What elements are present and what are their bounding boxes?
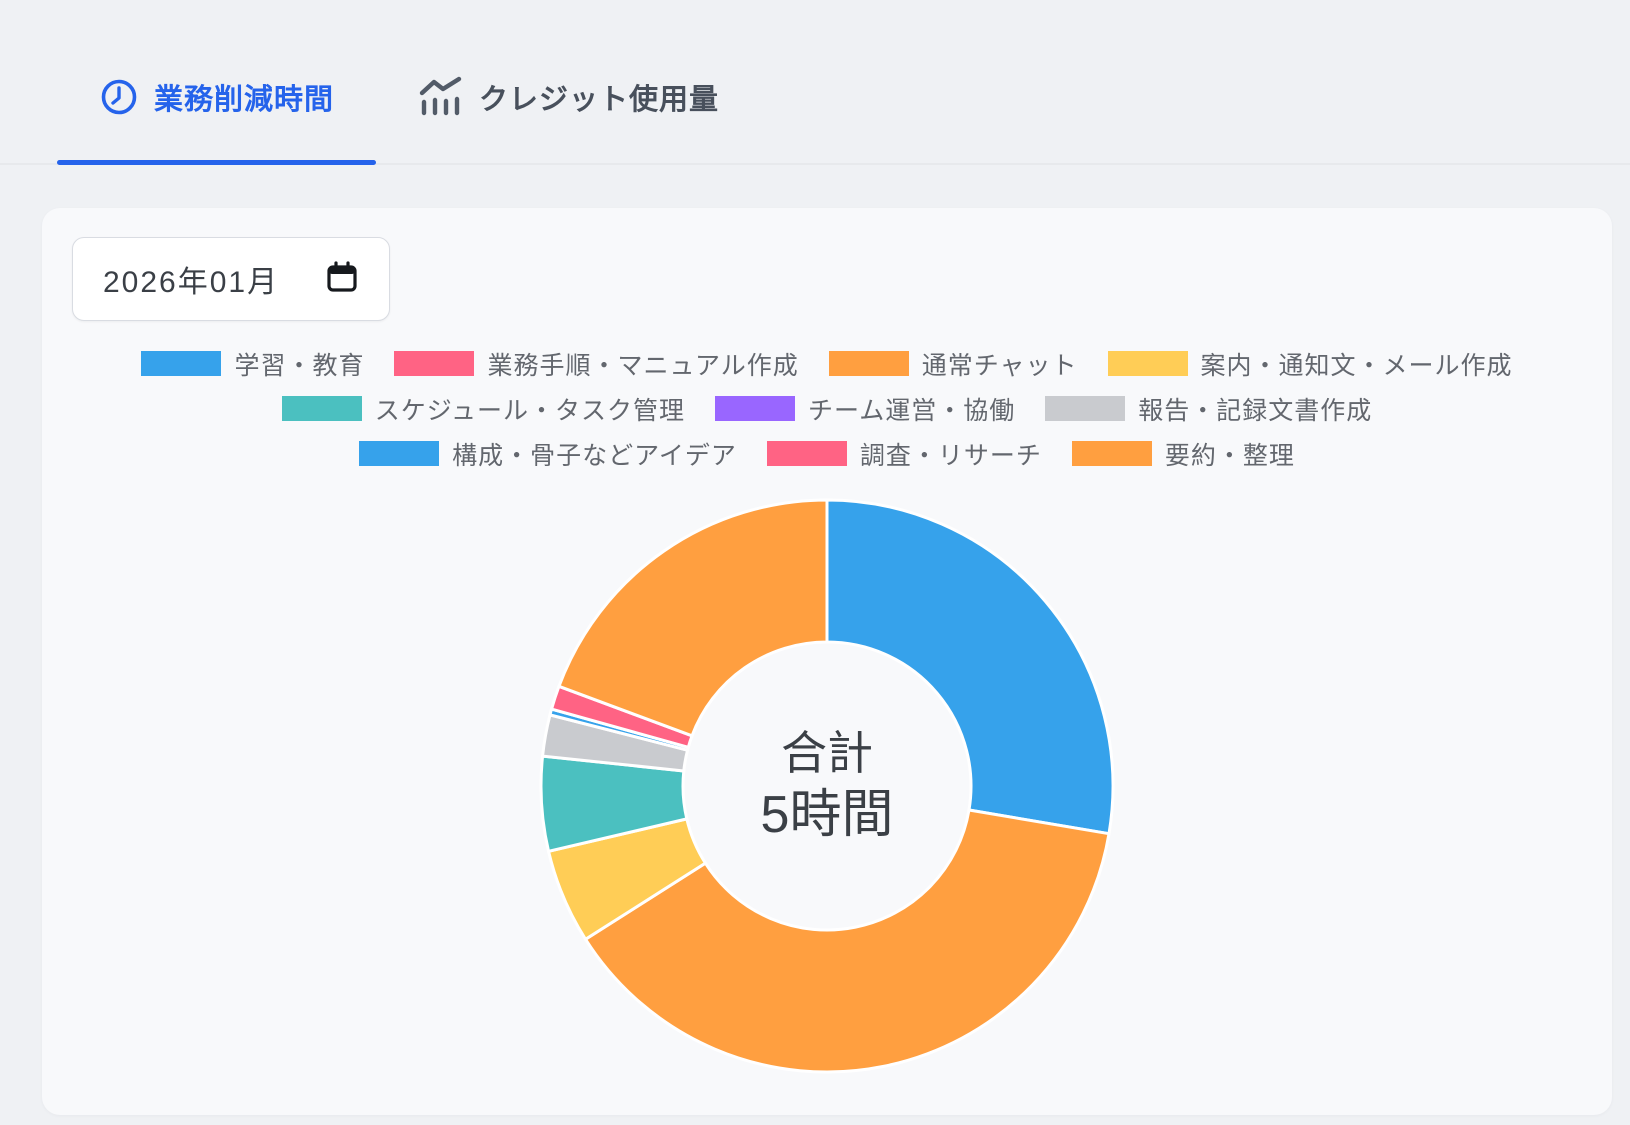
legend-label: チーム運営・協働 xyxy=(807,396,1016,425)
legend-label: 通常チャット xyxy=(921,351,1078,380)
tab-credit-usage[interactable]: クレジット使用量 xyxy=(376,30,761,163)
report-card: 2026年01月 学習・教育 業務手順・マニュアル作成 通常チャット 案内・通知文・メ… xyxy=(42,208,1612,1115)
bar-trend-icon xyxy=(418,76,464,118)
donut-svg xyxy=(539,498,1115,1074)
tab-work-time-saved[interactable]: 業務削減時間 xyxy=(57,30,377,165)
legend-row-1: 学習・教育 業務手順・マニュアル作成 通常チャット 案内・通知文・メール作成 xyxy=(42,341,1612,386)
clock-icon xyxy=(99,77,139,117)
legend-item-3[interactable]: 案内・通知文・メール作成 xyxy=(1107,346,1513,382)
legend-swatch xyxy=(394,351,475,376)
legend-item-0[interactable]: 学習・教育 xyxy=(141,346,364,382)
legend-item-8[interactable]: 調査・リサーチ xyxy=(766,436,1042,472)
legend-row-3: 構成・骨子などアイデア 調査・リサーチ 要約・整理 xyxy=(42,431,1612,476)
legend-item-6[interactable]: 報告・記録文書作成 xyxy=(1045,391,1372,427)
legend-label: 要約・整理 xyxy=(1164,441,1295,470)
legend-label: スケジュール・タスク管理 xyxy=(374,396,685,425)
legend-item-5[interactable]: チーム運営・協働 xyxy=(714,391,1016,427)
month-picker[interactable]: 2026年01月 xyxy=(72,237,390,321)
legend-label: 構成・骨子などアイデア xyxy=(452,441,737,470)
legend-swatch xyxy=(1071,441,1152,466)
calendar-icon[interactable] xyxy=(325,260,359,299)
month-picker-value: 2026年01月 xyxy=(103,266,280,299)
legend-swatch xyxy=(281,396,362,421)
legend-row-2: スケジュール・タスク管理 チーム運営・協働 報告・記録文書作成 xyxy=(42,386,1612,431)
legend-label: 学習・教育 xyxy=(234,351,365,380)
legend-swatch xyxy=(141,351,222,376)
legend-item-2[interactable]: 通常チャット xyxy=(828,346,1078,382)
tab-label: 業務削減時間 xyxy=(154,83,335,116)
legend-item-7[interactable]: 構成・骨子などアイデア xyxy=(359,436,737,472)
legend-item-4[interactable]: スケジュール・タスク管理 xyxy=(281,391,685,427)
legend-swatch xyxy=(359,441,440,466)
legend-label: 調査・リサーチ xyxy=(859,441,1042,470)
legend-swatch xyxy=(714,396,795,421)
legend-item-9[interactable]: 要約・整理 xyxy=(1071,436,1295,472)
chart-legend: 学習・教育 業務手順・マニュアル作成 通常チャット 案内・通知文・メール作成スケジュー… xyxy=(42,341,1612,476)
legend-swatch xyxy=(828,351,909,376)
legend-swatch xyxy=(766,441,847,466)
tab-label: クレジット使用量 xyxy=(479,83,720,116)
legend-label: 案内・通知文・メール作成 xyxy=(1200,351,1513,380)
donut-segment-9[interactable] xyxy=(557,498,829,738)
legend-swatch xyxy=(1107,351,1188,376)
tabs-bar: 業務削減時間 クレジット使用量 xyxy=(0,0,1630,165)
donut-chart: 合計 5時間 xyxy=(537,496,1117,1076)
legend-label: 報告・記録文書作成 xyxy=(1138,396,1373,425)
donut-segment-0[interactable] xyxy=(825,498,1115,836)
legend-swatch xyxy=(1045,396,1126,421)
legend-label: 業務手順・マニュアル作成 xyxy=(487,351,799,380)
donut-segment-2[interactable] xyxy=(583,808,1111,1074)
legend-item-1[interactable]: 業務手順・マニュアル作成 xyxy=(394,346,798,382)
